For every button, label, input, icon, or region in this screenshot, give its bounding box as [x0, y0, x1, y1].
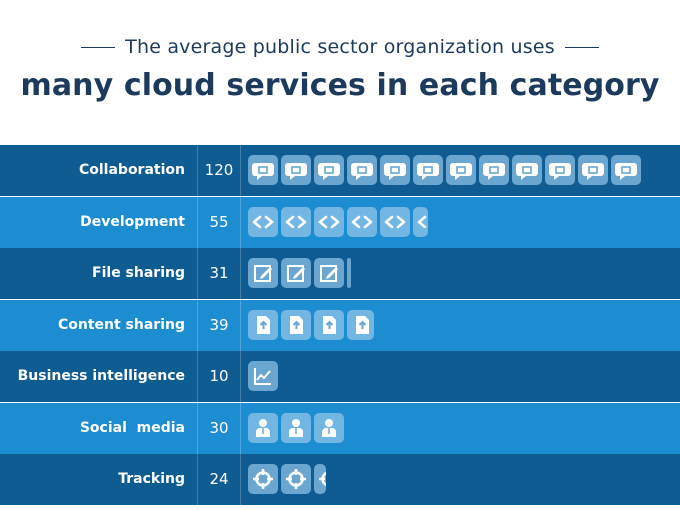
chat-bubble-icon [578, 155, 608, 185]
code-brackets-icon [347, 207, 377, 237]
upload-document-icon [248, 310, 278, 340]
pictogram-chart: Collaboration 120 Development 55 File sharin… [0, 145, 680, 510]
chart-row: Development 55 [0, 197, 680, 248]
upload-document-icon [281, 310, 311, 340]
category-label: Tracking [118, 471, 185, 487]
category-label: Collaboration [78, 162, 185, 178]
category-label: Social media [79, 420, 185, 436]
value-label: 31 [209, 264, 229, 282]
chart-row: File sharing 31 [0, 248, 680, 299]
value-label: 10 [209, 367, 229, 385]
icon-bar [248, 413, 668, 443]
chat-bubble-icon [380, 155, 410, 185]
code-brackets-icon [314, 207, 344, 237]
subtitle: The average public sector organization u… [125, 36, 555, 58]
edit-document-icon [248, 258, 278, 288]
chart-row: Social media 30 [0, 403, 680, 454]
chat-bubble-icon [545, 155, 575, 185]
icon-bar [248, 207, 668, 237]
chat-bubble-icon [446, 155, 476, 185]
column-divider [240, 145, 241, 510]
line-chart-icon [248, 361, 278, 391]
code-brackets-icon [248, 207, 278, 237]
column-divider [197, 145, 198, 510]
chart-row: Business intelligence 10 [0, 351, 680, 402]
edit-document-icon [347, 258, 351, 288]
subtitle-row: The average public sector organization u… [0, 36, 680, 58]
value-label: 39 [209, 316, 229, 334]
icon-bar [248, 464, 668, 494]
chat-bubble-icon [512, 155, 542, 185]
category-label: Business intelligence [17, 368, 185, 384]
chat-bubble-icon [479, 155, 509, 185]
category-label: Content sharing [57, 317, 185, 333]
target-icon [314, 464, 326, 494]
target-icon [281, 464, 311, 494]
chat-bubble-icon [248, 155, 278, 185]
chat-bubble-icon [347, 155, 377, 185]
chat-bubble-icon [281, 155, 311, 185]
person-icon [248, 413, 278, 443]
chart-row: Content sharing 39 [0, 300, 680, 351]
chat-bubble-icon [413, 155, 443, 185]
chart-row: Tracking 24 [0, 454, 680, 505]
edit-document-icon [314, 258, 344, 288]
person-icon [281, 413, 311, 443]
icon-bar [248, 310, 668, 340]
chat-bubble-icon [314, 155, 344, 185]
upload-document-icon [347, 310, 374, 340]
category-label: File sharing [92, 265, 185, 281]
subtitle-dash-left [81, 46, 116, 48]
value-label: 55 [209, 213, 229, 231]
value-label: 30 [209, 419, 229, 437]
edit-document-icon [281, 258, 311, 288]
code-brackets-icon [380, 207, 410, 237]
subtitle-dash-right [564, 46, 599, 48]
code-brackets-icon [281, 207, 311, 237]
code-brackets-icon [413, 207, 428, 237]
person-icon [314, 413, 344, 443]
chart-row: Collaboration 120 [0, 145, 680, 196]
icon-bar [248, 361, 668, 391]
category-label: Development [80, 214, 185, 230]
target-icon [248, 464, 278, 494]
icon-bar [248, 155, 668, 185]
chat-bubble-icon [611, 155, 641, 185]
value-label: 120 [204, 161, 234, 179]
header: The average public sector organization u… [0, 0, 680, 145]
icon-bar [248, 258, 668, 288]
page-title: many cloud services in each category [20, 68, 660, 103]
upload-document-icon [314, 310, 344, 340]
value-label: 24 [209, 470, 229, 488]
